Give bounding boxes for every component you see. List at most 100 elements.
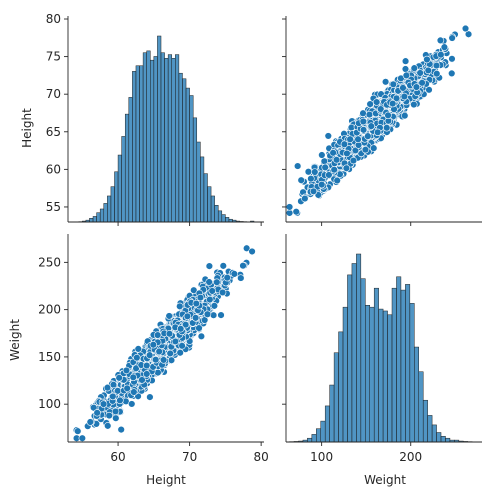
scatter-point <box>388 99 397 108</box>
scatter-point <box>370 144 378 152</box>
scatter-point <box>166 349 174 358</box>
scatter-point <box>342 164 351 172</box>
scatter-point <box>330 165 338 174</box>
scatter-point <box>304 168 313 176</box>
scatter-point <box>104 422 112 430</box>
scatter-point <box>392 94 401 103</box>
scatter-point <box>114 387 122 395</box>
scatter-point <box>318 180 326 189</box>
scatter-point <box>192 299 201 308</box>
height-bar <box>210 195 215 223</box>
scatter-point <box>105 411 113 420</box>
scatter-point <box>329 149 337 157</box>
weight-bar <box>418 371 424 443</box>
scatter-point <box>90 404 98 412</box>
scatter-point <box>210 302 219 310</box>
scatter-point <box>129 373 137 382</box>
scatter-point <box>103 383 112 392</box>
scatter-point <box>190 286 198 294</box>
scatter-point <box>109 392 117 401</box>
height-bar <box>189 95 194 223</box>
scatter-point <box>123 384 131 392</box>
height-bar <box>139 65 144 223</box>
scatter-point <box>146 393 154 401</box>
scatter-point <box>346 135 354 143</box>
scatter-point <box>153 331 162 339</box>
scatter-point <box>223 273 231 282</box>
scatter-point <box>218 288 227 297</box>
height-bar <box>107 195 112 223</box>
scatter-point <box>143 361 151 370</box>
weight-bar <box>307 437 313 443</box>
weight-bar <box>338 331 344 443</box>
scatter-point <box>437 50 445 59</box>
scatter-point <box>293 162 302 170</box>
height-bar <box>214 205 219 223</box>
height-bar <box>153 56 158 223</box>
scatter-point <box>309 187 318 196</box>
scatter-point <box>285 203 294 211</box>
height-bar <box>171 58 176 223</box>
scatter-point <box>402 71 411 80</box>
scatter-point <box>176 325 185 333</box>
scatter-point <box>208 287 216 295</box>
scatter-point <box>154 368 162 377</box>
scatter-point <box>366 100 374 108</box>
scatter-point <box>399 84 407 92</box>
weight-bar <box>311 434 317 443</box>
weight-bar <box>333 352 339 443</box>
height-bar <box>121 136 126 223</box>
scatter-point <box>448 34 456 42</box>
scatter-point <box>359 126 368 134</box>
weight-bar <box>440 436 446 443</box>
weight-bar <box>365 305 370 443</box>
scatter-point <box>86 418 94 426</box>
scatter-point <box>340 140 349 148</box>
x-axis-label-height: Height <box>146 473 186 487</box>
x-axis-label-weight: Weight <box>364 473 406 487</box>
height-y-tick-label: 75 <box>46 50 61 64</box>
scatter-point <box>143 370 151 378</box>
weight-bar <box>391 287 397 443</box>
scatter-point <box>301 194 309 203</box>
scatter-point <box>333 176 341 185</box>
scatter-point <box>292 208 300 216</box>
scatter-point <box>425 86 433 94</box>
weight-bar <box>351 263 357 443</box>
scatter-point <box>145 351 154 359</box>
scatter-point <box>78 434 87 442</box>
scatter-point <box>242 244 251 252</box>
scatter-point <box>464 30 473 38</box>
scatter-point <box>424 66 432 75</box>
height-bar <box>175 54 180 223</box>
weight-bar <box>320 420 326 443</box>
scatter-point <box>178 342 186 350</box>
weight-bar <box>445 437 451 443</box>
scatter-point <box>433 69 441 78</box>
scatter-point <box>191 314 200 322</box>
scatter-point <box>195 324 203 332</box>
height-bar <box>99 208 105 223</box>
scatter-point <box>416 69 424 77</box>
weight-bar <box>382 310 388 443</box>
scatter-point <box>389 80 398 89</box>
scatter-point <box>367 122 375 130</box>
weight-bar <box>396 276 402 443</box>
height-bar <box>150 59 155 223</box>
scatter-point <box>318 151 326 159</box>
scatter-point <box>138 376 146 384</box>
scatter-point <box>112 414 120 422</box>
height-bar <box>96 212 101 223</box>
weight-bar <box>409 303 415 443</box>
scatter-point <box>311 168 319 176</box>
scatter-point <box>372 98 381 106</box>
scatter-point <box>230 270 239 278</box>
scatter-point <box>364 132 372 140</box>
weight-vs-height-scatter <box>285 24 473 217</box>
scatter-point <box>448 55 456 63</box>
scatter-point <box>359 117 368 126</box>
height-bar <box>92 216 97 223</box>
weight-bar <box>373 287 379 443</box>
height-bar <box>217 210 223 223</box>
height-vs-weight-scatter <box>72 244 256 442</box>
